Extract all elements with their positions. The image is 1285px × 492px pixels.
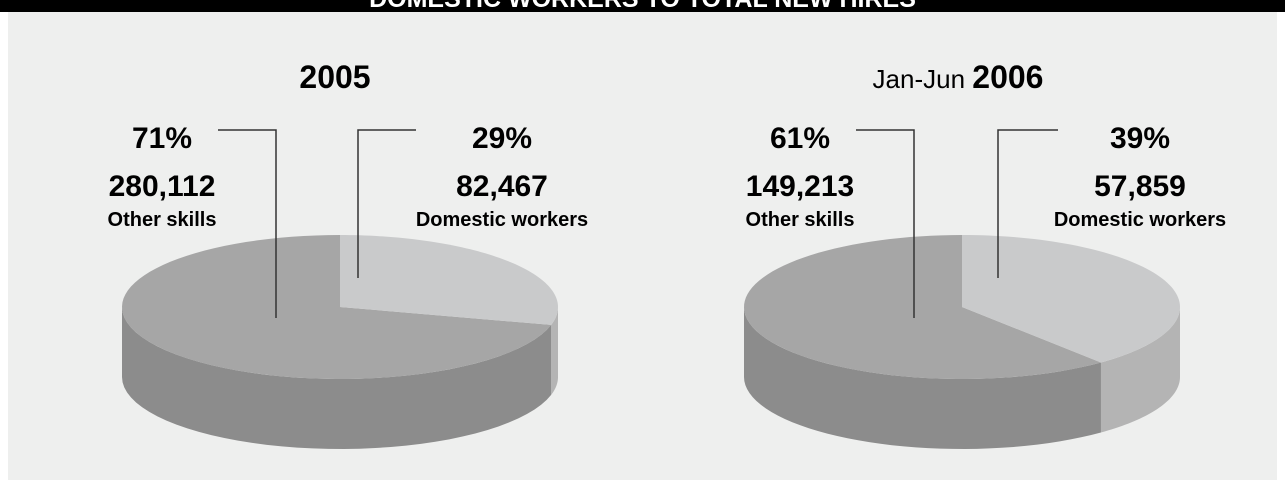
label-domestic-1: 29% 82,467 Domestic workers [416, 122, 588, 231]
chart-title-2: Jan-Jun 2006 [873, 59, 1044, 95]
value-label: 149,213 [746, 170, 854, 203]
pie-chart-1: 2005 71% 280,112 Other skills 29% 82,467 Domes… [108, 59, 588, 449]
value-label: 82,467 [456, 170, 548, 203]
slice-domestic-workers-2 [962, 235, 1180, 363]
slice-other-skills-2 [744, 235, 1101, 379]
slice-domestic-workers-1 [340, 235, 558, 325]
side-domestic-workers-1 [551, 307, 558, 395]
side-other-skills-1 [122, 307, 552, 449]
category-label: Other skills [746, 209, 855, 231]
category-label: Other skills [108, 209, 217, 231]
percent-label: 71% [132, 122, 192, 155]
label-domestic-2: 39% 57,859 Domestic workers [1054, 122, 1226, 231]
leader-line-other-1 [218, 129, 277, 318]
label-other-1: 71% 280,112 Other skills [108, 122, 217, 231]
label-other-2: 61% 149,213 Other skills [746, 122, 855, 231]
chart-title-year-2: 2006 [972, 59, 1043, 95]
leader-line-other-2 [856, 129, 915, 318]
value-label: 280,112 [109, 170, 216, 203]
percent-label: 39% [1110, 122, 1170, 155]
chart-title-prefix-2: Jan-Jun [873, 64, 973, 94]
slice-other-skills-1 [122, 235, 552, 379]
chart-title-1: 2005 [299, 59, 370, 95]
percent-label: 61% [770, 122, 830, 155]
leader-line-domestic-1 [357, 129, 416, 278]
value-label: 57,859 [1094, 170, 1186, 203]
leader-line-domestic-2 [997, 129, 1058, 278]
percent-label: 29% [472, 122, 532, 155]
pie-chart-2: Jan-Jun 2006 61% 149,213 Other skills 39% 57,… [744, 59, 1226, 449]
side-other-skills-2 [744, 307, 1101, 449]
chart-title-year-1: 2005 [299, 59, 370, 95]
category-label: Domestic workers [1054, 209, 1226, 231]
side-domestic-workers-2 [1100, 307, 1180, 433]
category-label: Domestic workers [416, 209, 588, 231]
title-bar: DOMESTIC WORKERS TO TOTAL NEW HIRES [0, 0, 1285, 12]
chart-main-title: DOMESTIC WORKERS TO TOTAL NEW HIRES [0, 0, 1285, 12]
